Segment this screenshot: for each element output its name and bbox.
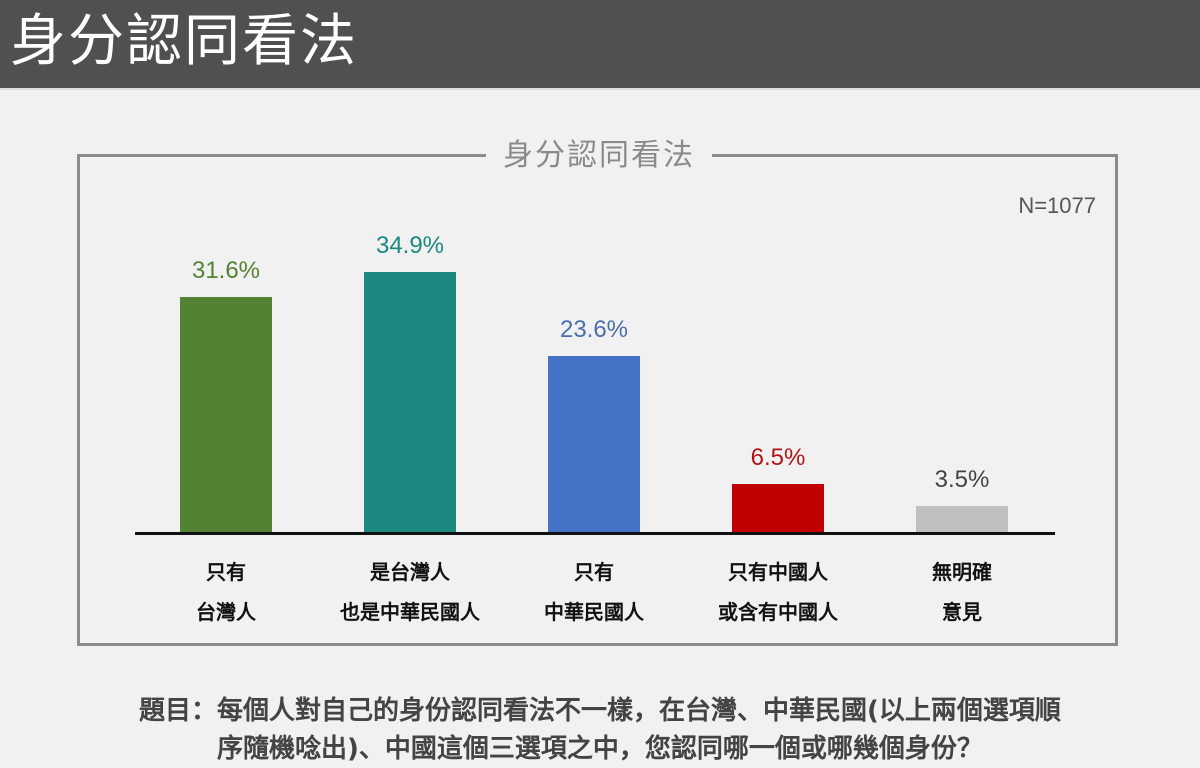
header-bar: 身分認同看法 [0,0,1200,88]
survey-question-line-2: 序隨機唸出)、中國這個三選項之中，您認同哪一個或哪幾個身份？ [217,734,983,764]
page-title: 身分認同看法 [10,9,358,74]
bar-value-label: 23.6% [559,316,629,343]
category-label-line: 也是中華民國人 [340,600,480,624]
x-axis-category-label: 只有 中華民國人 [494,552,694,632]
x-axis-category-label: 無明確 意見 [862,552,1062,632]
bar-value-label: 6.5% [750,444,806,471]
category-label-line: 只有中國人 [728,560,828,584]
x-axis-category-label: 是台灣人也是中華民國人 [310,552,510,632]
category-label-line: 只有 [206,560,246,584]
bar-value-label: 34.9% [375,232,445,259]
bar-value-label: 31.6% [191,257,261,284]
category-label-line: 無明確 [932,560,992,584]
category-label-line: 或含有中國人 [718,600,838,624]
survey-question: 題目：每個人對自己的身份認同看法不一樣，在台灣、中華民國(以上兩個選項順 序隨機… [0,692,1200,768]
x-axis-category-label: 只有中國人或含有中國人 [678,552,878,632]
bar [916,506,1008,532]
survey-question-line-1: 題目：每個人對自己的身份認同看法不一樣，在台灣、中華民國(以上兩個選項順 [139,696,1061,726]
bar [364,272,456,532]
category-label-line: 意見 [942,600,982,624]
header-divider [0,88,1200,90]
bar [180,297,272,532]
sample-size-label: N=1077 [1018,193,1096,218]
category-label-line: 只有 [574,560,614,584]
chart-title: 身分認同看法 [486,136,712,176]
x-axis-baseline [135,532,1055,535]
bar [548,356,640,532]
bar [732,484,824,532]
bar-value-label: 3.5% [934,466,990,493]
category-label-line: 中華民國人 [544,600,644,624]
category-label-line: 台灣人 [196,600,256,624]
x-axis-category-label: 只有 台灣人 [126,552,326,632]
category-label-line: 是台灣人 [370,560,450,584]
